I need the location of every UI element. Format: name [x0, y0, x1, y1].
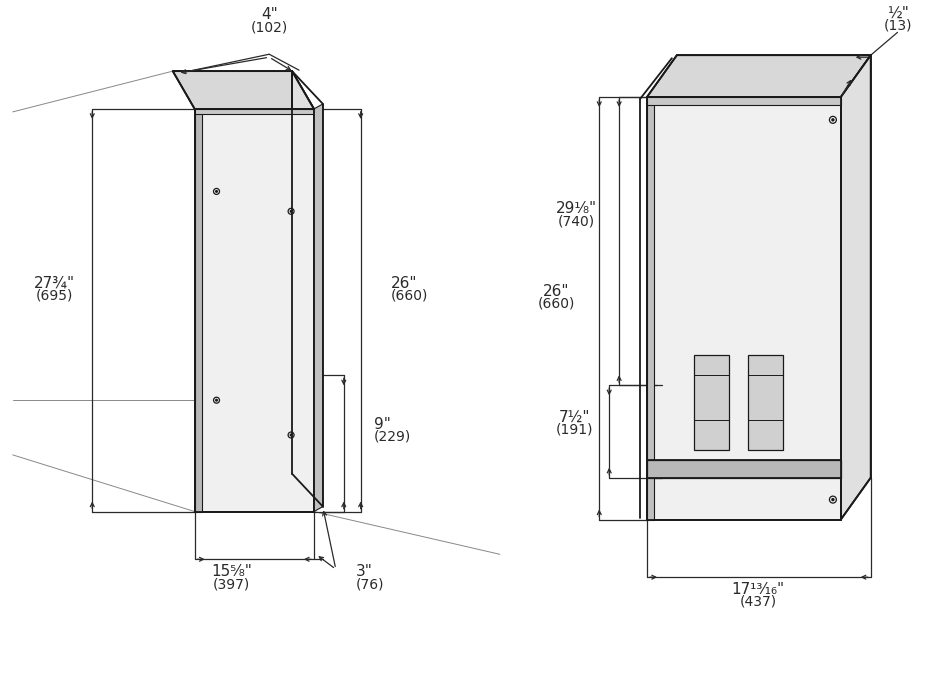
Polygon shape — [195, 109, 201, 511]
Polygon shape — [195, 109, 314, 511]
Circle shape — [216, 190, 218, 192]
Polygon shape — [647, 97, 841, 520]
Polygon shape — [647, 460, 841, 478]
Circle shape — [832, 499, 834, 501]
Polygon shape — [292, 71, 314, 511]
Circle shape — [216, 399, 218, 401]
Text: (13): (13) — [884, 18, 912, 32]
Text: (660): (660) — [390, 289, 428, 303]
Polygon shape — [749, 355, 783, 450]
Circle shape — [832, 119, 834, 121]
Polygon shape — [647, 97, 654, 520]
Text: 29¹⁄₈": 29¹⁄₈" — [556, 201, 597, 216]
Text: ½": ½" — [886, 5, 908, 20]
Polygon shape — [173, 71, 314, 109]
Text: 4": 4" — [261, 7, 277, 22]
Circle shape — [291, 434, 292, 436]
Polygon shape — [195, 109, 314, 114]
Text: 7½": 7½" — [559, 410, 590, 425]
Text: (229): (229) — [373, 430, 410, 444]
Text: 26": 26" — [543, 284, 570, 299]
Text: (437): (437) — [740, 595, 777, 609]
Text: (740): (740) — [558, 214, 595, 228]
Text: 27¾": 27¾" — [34, 276, 75, 291]
Polygon shape — [841, 55, 871, 520]
Text: 3": 3" — [355, 564, 372, 579]
Text: (695): (695) — [36, 289, 73, 303]
Text: 26": 26" — [390, 276, 417, 291]
Text: (397): (397) — [213, 577, 250, 591]
Polygon shape — [647, 97, 841, 105]
Text: (660): (660) — [538, 297, 575, 311]
Text: 15⁵⁄₈": 15⁵⁄₈" — [211, 564, 252, 579]
Circle shape — [291, 211, 292, 212]
Polygon shape — [647, 55, 871, 97]
Polygon shape — [314, 104, 323, 511]
Text: 9": 9" — [373, 417, 390, 432]
Text: (102): (102) — [251, 20, 288, 34]
Polygon shape — [694, 355, 729, 450]
Text: (191): (191) — [556, 423, 593, 437]
Text: 17¹³⁄₁₆": 17¹³⁄₁₆" — [732, 582, 785, 597]
Text: (76): (76) — [355, 577, 384, 591]
